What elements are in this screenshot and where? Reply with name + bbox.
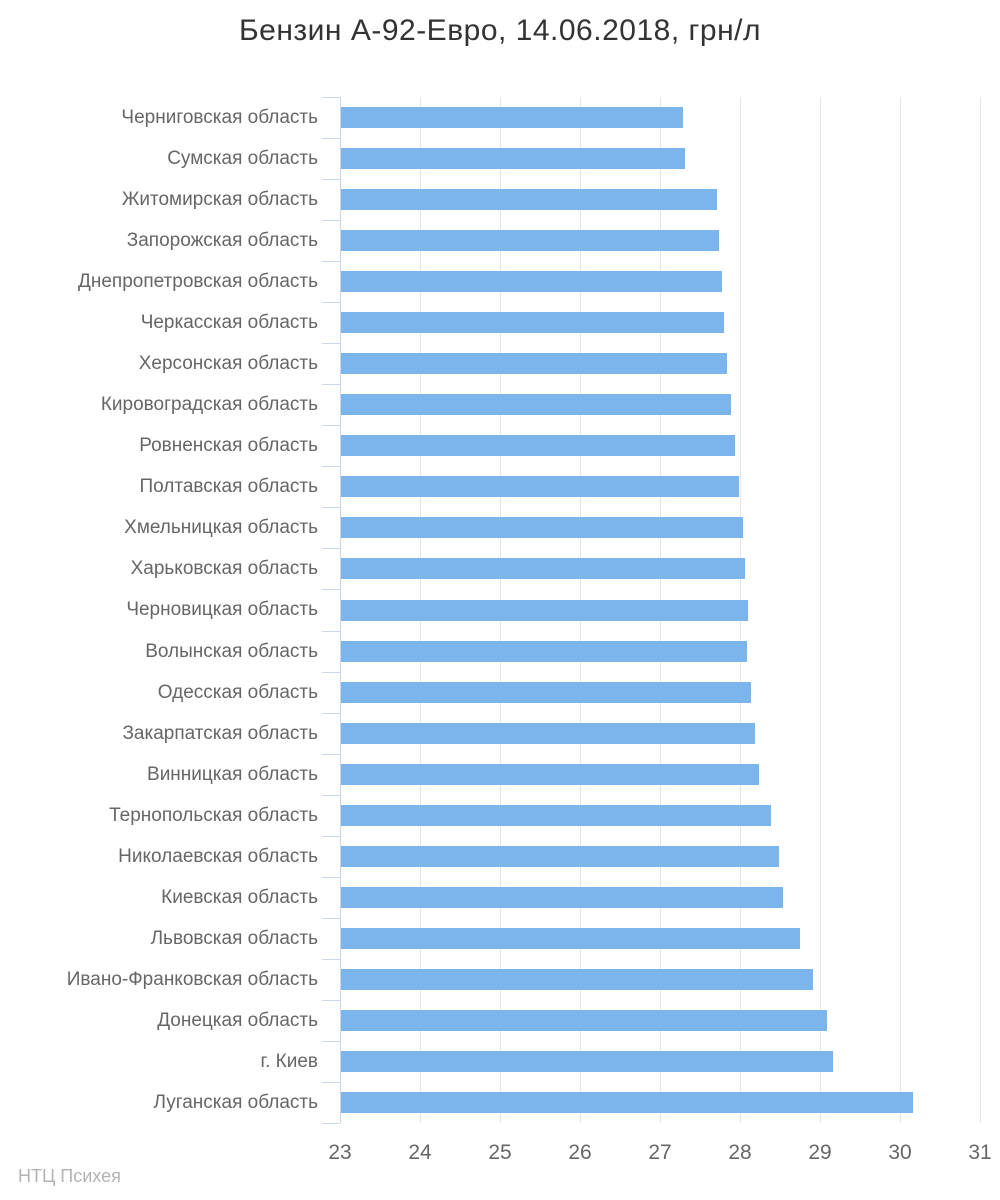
- bar[interactable]: [341, 723, 755, 744]
- x-tick-label: 27: [648, 1141, 672, 1164]
- y-axis-tick: [322, 220, 340, 221]
- y-axis-tick: [322, 1123, 340, 1124]
- x-tick-label: 26: [568, 1141, 592, 1164]
- category-label: Закарпатская область: [122, 722, 318, 744]
- bar[interactable]: [341, 148, 685, 169]
- category-label: Донецкая область: [157, 1009, 318, 1031]
- category-label: Хмельницкая область: [124, 517, 318, 539]
- category-label: Тернопольская область: [109, 804, 318, 826]
- y-axis-line: [340, 97, 341, 1123]
- category-label: Луганская область: [153, 1091, 318, 1113]
- x-tick-label: 23: [328, 1141, 352, 1164]
- category-label: Харьковская область: [130, 558, 318, 580]
- category-label: Запорожская область: [126, 230, 318, 252]
- watermark-text: НТЦ Психея: [18, 1166, 121, 1186]
- bar[interactable]: [341, 271, 722, 292]
- gridline: [980, 97, 981, 1123]
- category-label: Днепропетровская область: [77, 271, 318, 293]
- bar[interactable]: [341, 805, 771, 826]
- y-axis-tick: [322, 1082, 340, 1083]
- category-label: Полтавская область: [139, 476, 318, 498]
- category-label: Сумская область: [167, 148, 318, 170]
- category-label: г. Киев: [260, 1050, 318, 1072]
- bar[interactable]: [341, 600, 748, 621]
- bar[interactable]: [341, 558, 745, 579]
- y-axis-tick: [322, 384, 340, 385]
- y-axis-tick: [322, 589, 340, 590]
- category-label: Черниговская область: [121, 107, 318, 128]
- category-label: Киевская область: [161, 886, 318, 908]
- bar[interactable]: [341, 764, 759, 785]
- y-axis-tick: [322, 179, 340, 180]
- y-axis-tick: [322, 466, 340, 467]
- bar[interactable]: [341, 846, 779, 867]
- gridline: [900, 97, 901, 1123]
- x-tick-label: 24: [408, 1141, 432, 1164]
- bar[interactable]: [341, 928, 800, 949]
- bar[interactable]: [341, 517, 743, 538]
- bar[interactable]: [341, 1051, 833, 1072]
- y-axis-tick: [322, 836, 340, 837]
- bar[interactable]: [341, 230, 719, 251]
- bar[interactable]: [341, 1010, 827, 1031]
- x-tick-label: 25: [488, 1141, 512, 1164]
- y-axis-tick: [322, 713, 340, 714]
- bar[interactable]: [341, 1092, 913, 1113]
- y-axis-tick: [322, 548, 340, 549]
- category-label: Ровненская область: [139, 435, 318, 457]
- y-axis-tick: [322, 795, 340, 796]
- y-axis-tick: [322, 302, 340, 303]
- y-axis-tick: [322, 959, 340, 960]
- y-axis-tick: [322, 97, 340, 98]
- x-tick-label: 29: [808, 1141, 832, 1164]
- category-label: Николаевская область: [118, 845, 318, 867]
- y-axis-tick: [322, 507, 340, 508]
- bar[interactable]: [341, 107, 683, 128]
- bar[interactable]: [341, 887, 783, 908]
- y-axis-tick: [322, 343, 340, 344]
- x-tick-label: 28: [728, 1141, 752, 1164]
- category-label: Житомирская область: [121, 189, 318, 211]
- category-label: Херсонская область: [138, 353, 318, 375]
- bar[interactable]: [341, 435, 735, 456]
- y-axis-tick: [322, 1041, 340, 1042]
- bar[interactable]: [341, 682, 751, 703]
- bar[interactable]: [341, 641, 747, 662]
- y-axis-tick: [322, 672, 340, 673]
- category-label: Одесская область: [157, 681, 318, 703]
- category-label: Ивано-Франковская область: [66, 968, 318, 990]
- y-axis-tick: [322, 918, 340, 919]
- bar[interactable]: [341, 969, 813, 990]
- category-label: Черновицкая область: [126, 599, 318, 621]
- chart-title: Бензин А-92-Евро, 14.06.2018, грн/л: [238, 14, 762, 47]
- category-label: Черкасская область: [140, 312, 318, 334]
- category-label: Винницкая область: [147, 763, 318, 785]
- y-axis-tick: [322, 1000, 340, 1001]
- bar[interactable]: [341, 476, 739, 497]
- category-label: Кировоградская область: [100, 394, 318, 416]
- gridline: [820, 97, 821, 1123]
- x-tick-label: 31: [968, 1141, 992, 1164]
- y-axis-tick: [322, 261, 340, 262]
- bar[interactable]: [341, 394, 731, 415]
- bar[interactable]: [341, 353, 727, 374]
- x-tick-label: 30: [888, 1141, 912, 1164]
- y-axis-tick: [322, 754, 340, 755]
- y-axis-tick: [322, 877, 340, 878]
- category-label: Львовская область: [150, 927, 318, 949]
- y-axis-tick: [322, 425, 340, 426]
- bar[interactable]: [341, 312, 724, 333]
- bar[interactable]: [341, 189, 717, 210]
- y-axis-tick: [322, 631, 340, 632]
- category-label: Волынская область: [145, 640, 318, 662]
- y-axis-tick: [322, 138, 340, 139]
